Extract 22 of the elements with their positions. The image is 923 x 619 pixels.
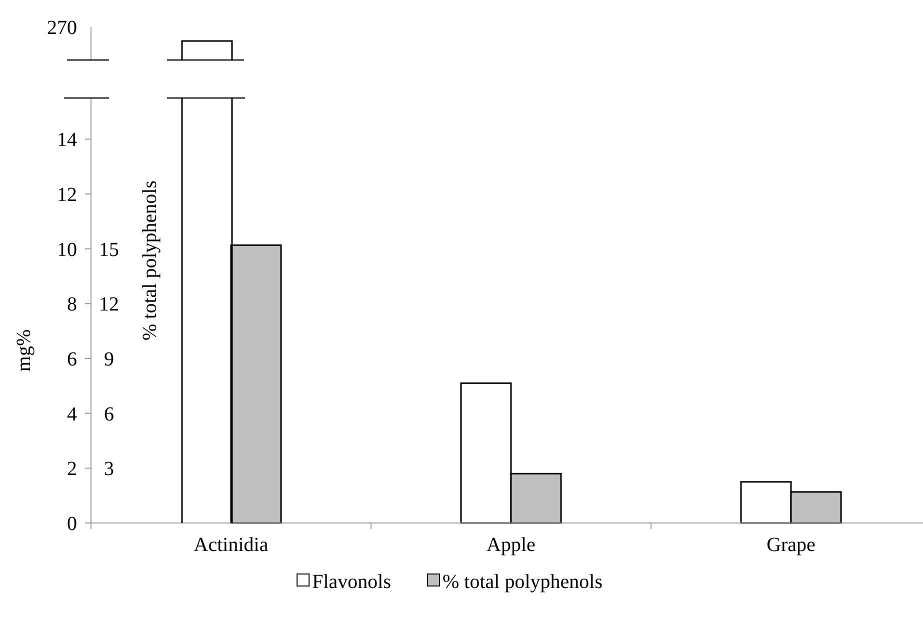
legend-label: Flavonols <box>312 571 392 593</box>
y-tick-label: 4 <box>67 403 77 426</box>
legend-label: % total polyphenols <box>442 571 603 593</box>
y-tick-label: 2 <box>67 458 77 480</box>
y2-tick-label: 15 <box>99 238 119 261</box>
y-axis-title: mg% <box>13 329 35 372</box>
y-tick-label: 14 <box>57 129 77 152</box>
bar <box>230 244 282 524</box>
y-tick-label: 0 <box>67 513 77 535</box>
y-tick-label: 6 <box>67 348 77 370</box>
y2-tick-label: 9 <box>104 348 114 370</box>
x-tick-label: Apple <box>486 534 536 556</box>
y2-axis-title: % total polyphenols <box>139 180 161 340</box>
y-tick-label: 10 <box>57 238 77 261</box>
y2-tick-label: 6 <box>104 403 114 426</box>
x-tick-label: Actinidia <box>194 534 268 556</box>
y2-tick-label: 12 <box>99 294 119 316</box>
text: 270 <box>47 17 77 39</box>
y-tick-label: 12 <box>57 184 77 206</box>
x-tick-label: Grape <box>766 534 816 556</box>
y2-tick-label: 3 <box>104 458 114 480</box>
y-tick-label: 8 <box>67 294 77 316</box>
